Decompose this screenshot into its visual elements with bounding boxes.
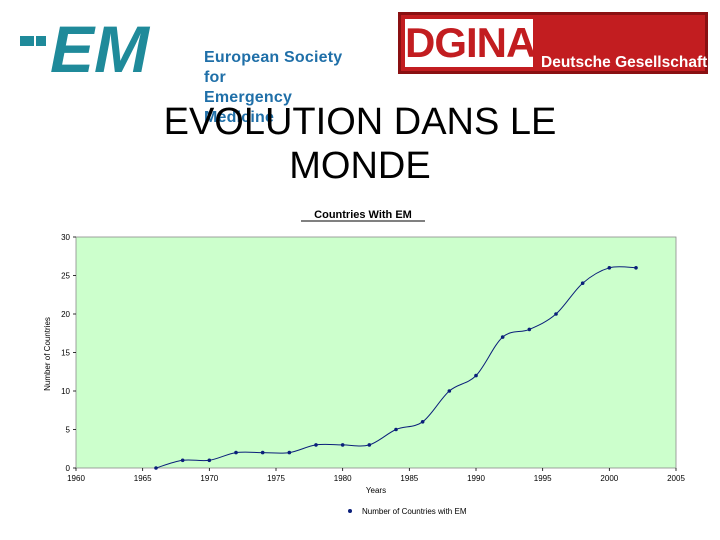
data-point bbox=[234, 450, 238, 455]
slide-title-line2: MONDE bbox=[289, 145, 431, 187]
data-point bbox=[474, 373, 478, 378]
legend-label: Number of Countries with EM bbox=[362, 507, 467, 516]
data-point bbox=[394, 427, 398, 432]
y-tick-label: 10 bbox=[61, 387, 70, 396]
dgina-name: Deutsche Gesellschaft Interdisziplinäre … bbox=[541, 18, 707, 216]
data-point bbox=[554, 312, 558, 316]
x-tick-label: 2000 bbox=[600, 474, 618, 483]
eusem-line2: Emergency Medicine bbox=[204, 89, 293, 126]
y-tick-label: 5 bbox=[66, 426, 71, 435]
dgina-acronym: DGINA bbox=[405, 19, 536, 67]
data-point bbox=[420, 420, 425, 424]
data-point bbox=[340, 443, 345, 447]
dgina-line3: Notfallaufnahme e.V. bbox=[541, 162, 693, 179]
x-tick-label: 1990 bbox=[467, 474, 485, 483]
series-group bbox=[154, 266, 638, 470]
data-point bbox=[314, 443, 318, 447]
x-tick-label: 1980 bbox=[334, 474, 352, 483]
slide-title: EVOLUTION DANS LE MONDE bbox=[100, 100, 620, 188]
chart-title: Countries With EM bbox=[314, 209, 412, 221]
data-point bbox=[180, 458, 185, 463]
x-tick-label: 1975 bbox=[267, 474, 285, 483]
x-axis: 1960 1965 1970 1975 1980 1985 1990 1995 2000 2005 bbox=[67, 468, 685, 483]
plot-area bbox=[75, 236, 677, 469]
data-point bbox=[607, 266, 612, 270]
data-point bbox=[287, 450, 292, 455]
data-point bbox=[580, 281, 585, 285]
y-tick-label: 25 bbox=[61, 272, 70, 281]
x-axis-label: Years bbox=[366, 486, 386, 495]
slide-title-line1: EVOLUTION DANS LE bbox=[163, 101, 557, 143]
x-tick-label: 1985 bbox=[400, 474, 418, 483]
y-tick-label: 20 bbox=[61, 310, 70, 319]
data-point bbox=[527, 327, 532, 332]
eusem-line1: European Society for bbox=[204, 49, 343, 86]
x-tick-label: 1965 bbox=[134, 474, 152, 483]
dgina-line1: Deutsche Gesellschaft bbox=[541, 54, 708, 71]
eusem-em-mark-icon: EM bbox=[20, 12, 151, 86]
data-point bbox=[447, 389, 452, 393]
eusem-name: European Society for Emergency Medicine bbox=[204, 48, 364, 128]
data-point bbox=[367, 443, 372, 447]
eusem-logo: EM European Society for Emergency Medici… bbox=[14, 8, 364, 126]
y-tick-label: 15 bbox=[61, 349, 70, 358]
data-point bbox=[154, 466, 158, 470]
x-tick-label: 1960 bbox=[67, 474, 85, 483]
legend: Number of Countries with EM bbox=[348, 507, 467, 516]
dgina-line2: Interdisziplinäre bbox=[541, 108, 660, 125]
x-tick-label: 2005 bbox=[667, 474, 685, 483]
dgina-logo: DGINA Deutsche Gesellschaft Interdiszipl… bbox=[398, 12, 708, 179]
y-tick-label: 30 bbox=[61, 233, 70, 242]
eusem-mark-text: EM bbox=[50, 12, 151, 82]
data-point bbox=[500, 335, 505, 339]
y-axis: 0 5 10 15 20 25 30 bbox=[61, 233, 76, 473]
x-tick-label: 1970 bbox=[200, 474, 218, 483]
legend-marker-icon bbox=[348, 509, 352, 513]
y-axis-label: Number of Countries bbox=[43, 317, 52, 391]
x-tick-label: 1995 bbox=[534, 474, 552, 483]
y-tick-label: 0 bbox=[66, 464, 71, 473]
data-point bbox=[207, 458, 212, 463]
data-point bbox=[634, 266, 638, 270]
data-point bbox=[260, 450, 265, 455]
